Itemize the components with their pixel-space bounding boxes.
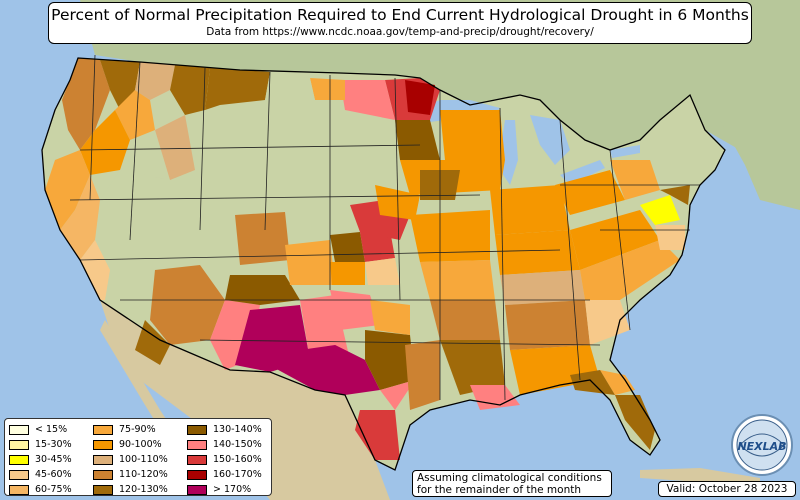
us-outline [41, 57, 726, 471]
legend-swatch [187, 424, 207, 435]
legend-label: < 15% [35, 424, 68, 435]
valid-date: Valid: October 28 2023 [658, 481, 796, 497]
map-subtitle: Data from https://www.ncdc.noaa.gov/temp… [206, 26, 594, 38]
legend-swatch [93, 439, 113, 450]
legend-column: 75-90% 90-100% 100-110% 110-120% 120-130% [93, 422, 183, 497]
legend-label: 30-45% [35, 454, 72, 465]
assumption-note: Assuming climatological conditions for t… [412, 470, 612, 497]
legend-swatch [93, 484, 113, 495]
legend-swatch [9, 424, 29, 435]
legend-item: 30-45% [9, 452, 99, 467]
legend-label: 120-130% [119, 484, 168, 495]
maritimes-land [720, 100, 800, 210]
legend-item: 90-100% [93, 437, 183, 452]
legend-item: 140-150% [187, 437, 277, 452]
legend-label: 100-110% [119, 454, 168, 465]
drought-regions [45, 58, 690, 460]
legend-item: > 170% [187, 482, 277, 497]
legend-item: 110-120% [93, 467, 183, 482]
legend-item: < 15% [9, 422, 99, 437]
lake-ontario [610, 145, 640, 158]
legend-column: < 15% 15-30% 30-45% 45-60% 60-75% [9, 422, 99, 497]
lake-erie [560, 160, 605, 185]
legend-label: 90-100% [119, 439, 162, 450]
legend-label: 130-140% [213, 424, 262, 435]
lake-huron [530, 115, 570, 165]
legend-item: 150-160% [187, 452, 277, 467]
legend-swatch [9, 484, 29, 495]
title-box: Percent of Normal Precipitation Required… [48, 2, 752, 44]
legend-label: > 170% [213, 484, 252, 495]
nexlab-logo-icon: NEXLAB [731, 414, 793, 476]
lake-michigan [500, 120, 518, 185]
legend-item: 75-90% [93, 422, 183, 437]
mexico-land [100, 300, 390, 500]
legend-item: 45-60% [9, 467, 99, 482]
legend-item: 100-110% [93, 452, 183, 467]
map-title: Percent of Normal Precipitation Required… [51, 6, 749, 24]
baja-land [100, 320, 180, 445]
legend-swatch [9, 454, 29, 465]
legend-swatch [187, 484, 207, 495]
legend-swatch [93, 424, 113, 435]
logo-text: NEXLAB [737, 440, 786, 453]
legend-swatch [9, 439, 29, 450]
legend-label: 160-170% [213, 469, 262, 480]
legend-item: 60-75% [9, 482, 99, 497]
legend-label: 15-30% [35, 439, 72, 450]
legend-swatch [93, 469, 113, 480]
legend-item: 15-30% [9, 437, 99, 452]
legend-label: 140-150% [213, 439, 262, 450]
legend-swatch [187, 469, 207, 480]
legend: < 15% 15-30% 30-45% 45-60% 60-75% 75-90% 90-1… [4, 418, 272, 496]
legend-swatch [9, 469, 29, 480]
state-lines [69, 54, 700, 401]
legend-item: 120-130% [93, 482, 183, 497]
legend-swatch [93, 454, 113, 465]
legend-label: 45-60% [35, 469, 72, 480]
legend-label: 75-90% [119, 424, 156, 435]
legend-label: 150-160% [213, 454, 262, 465]
legend-label: 60-75% [35, 484, 72, 495]
legend-item: 160-170% [187, 467, 277, 482]
legend-swatch [187, 454, 207, 465]
legend-label: 110-120% [119, 469, 168, 480]
legend-item: 130-140% [187, 422, 277, 437]
legend-swatch [187, 439, 207, 450]
legend-column: 130-140% 140-150% 150-160% 160-170% > 170% [187, 422, 277, 497]
canada-land [80, 0, 800, 210]
